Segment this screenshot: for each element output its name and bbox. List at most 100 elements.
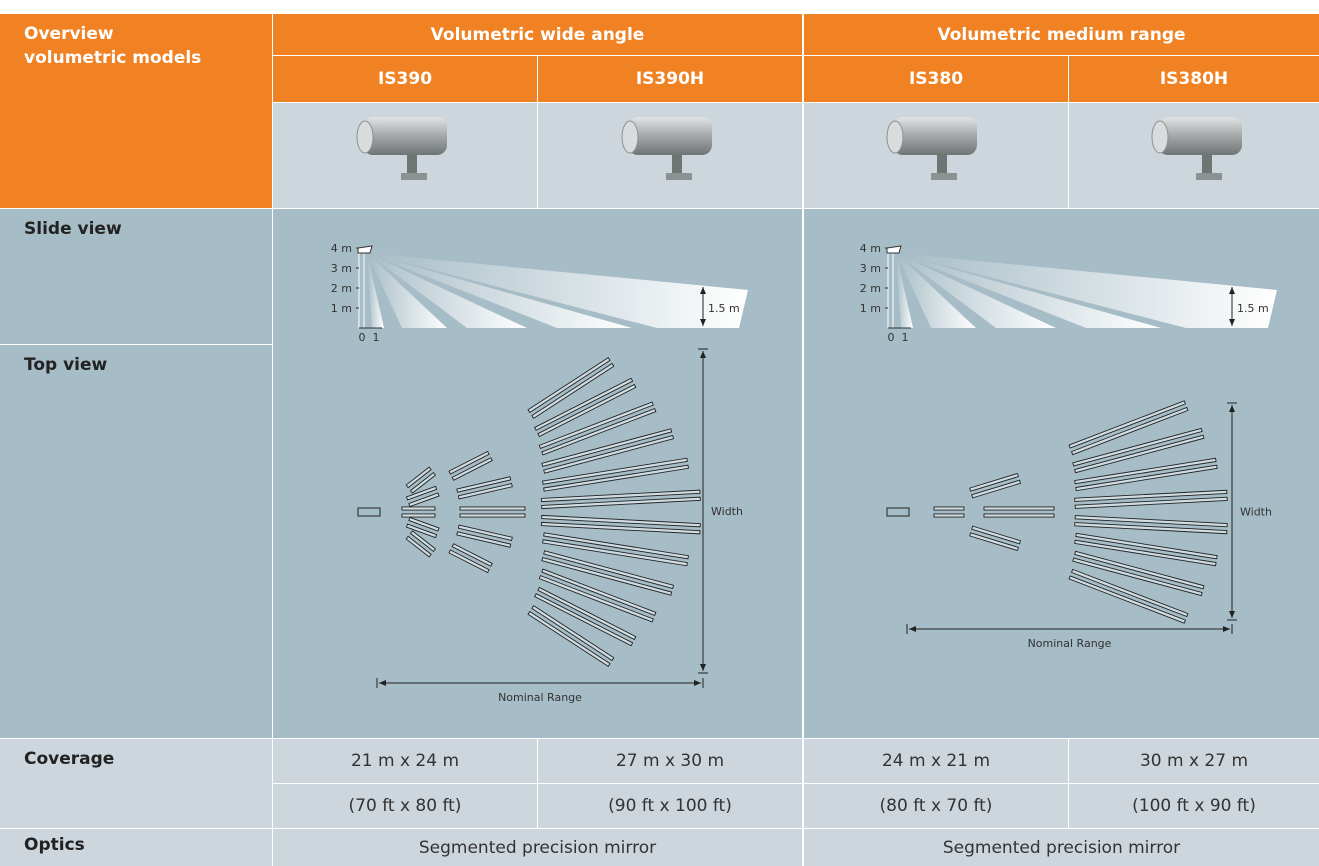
camera-image xyxy=(621,117,712,180)
height-label: 2 m xyxy=(331,282,352,295)
width-label: Width xyxy=(1240,506,1272,519)
pole xyxy=(358,251,365,329)
beam-wedge xyxy=(896,253,976,328)
camera-image xyxy=(1151,117,1242,180)
coverage-beam xyxy=(541,557,673,596)
height-label: 3 m xyxy=(331,262,352,275)
coverage-beam xyxy=(405,523,438,539)
coverage-imperial: (80 ft x 70 ft) xyxy=(804,784,1068,828)
coverage-beam xyxy=(933,506,965,511)
coverage-beam xyxy=(1074,550,1205,590)
coverage-beam xyxy=(1068,575,1186,624)
coverage-beam xyxy=(538,575,654,623)
camera-base xyxy=(401,173,427,180)
camera-image xyxy=(356,117,447,180)
coverage-beam xyxy=(456,531,512,548)
coverage-beam xyxy=(459,506,526,511)
target-height-label: 1.5 m xyxy=(708,302,740,315)
sensor xyxy=(886,507,910,517)
camera-mount xyxy=(1202,153,1212,175)
optics-value: Segmented precision mirror xyxy=(804,829,1319,866)
coverage-beam xyxy=(1074,496,1228,509)
coverage-beam xyxy=(538,401,654,449)
coverage-beam xyxy=(534,377,634,431)
model-header: IS380H xyxy=(1069,56,1319,102)
coverage-beam xyxy=(543,532,689,560)
coverage-beam xyxy=(969,472,1019,492)
range-label: Nominal Range xyxy=(498,691,582,704)
camera-lens xyxy=(621,120,639,154)
coverage-beam xyxy=(459,513,526,518)
coverage-beam xyxy=(1070,568,1189,618)
camera-mount xyxy=(672,153,682,175)
coverage-beam xyxy=(540,489,701,503)
coverage-beam xyxy=(457,524,513,541)
beam-wedge xyxy=(367,253,447,328)
coverage-imperial: (100 ft x 90 ft) xyxy=(1069,784,1319,828)
beam-wedge xyxy=(367,253,527,328)
sensor xyxy=(357,245,373,254)
coverage-beam xyxy=(542,457,688,485)
group-header: Volumetric medium range xyxy=(804,14,1319,55)
camera-mount xyxy=(937,153,947,175)
height-label: 1 m xyxy=(860,302,881,315)
coverage-beam xyxy=(971,479,1022,499)
coverage-beam xyxy=(448,549,490,574)
coverage-metric: 27 m x 30 m xyxy=(538,739,802,783)
camera-housing xyxy=(893,117,977,155)
range-label: Nominal Range xyxy=(1028,637,1112,650)
coverage-beam xyxy=(405,485,438,501)
coverage-beam xyxy=(527,357,611,414)
coverage-beam xyxy=(1074,489,1228,502)
group-header: Volumetric wide angle xyxy=(273,14,802,55)
sensor xyxy=(886,245,902,254)
coverage-imperial: (70 ft x 80 ft) xyxy=(273,784,537,828)
coverage-beam xyxy=(451,457,493,481)
coverage-imperial: (90 ft x 100 ft) xyxy=(538,784,802,828)
camera-lens xyxy=(1151,120,1169,154)
beam-wedge xyxy=(367,253,632,328)
coverage-beam xyxy=(457,483,513,500)
coverage-beam xyxy=(531,605,615,662)
coverage-beam xyxy=(1072,427,1203,467)
target-height-label: 1.5 m xyxy=(1237,302,1269,315)
row-label: Slide view xyxy=(0,209,272,344)
sensor xyxy=(357,507,381,517)
table-title: Overview volumetric models xyxy=(24,24,202,68)
row-label: Top view xyxy=(0,345,272,738)
coverage-metric: 21 m x 24 m xyxy=(273,739,537,783)
coverage-beam xyxy=(971,525,1022,545)
beam-wedge xyxy=(896,253,1056,328)
camera-lens xyxy=(886,120,904,154)
height-label: 3 m xyxy=(860,262,881,275)
coverage-beam xyxy=(534,593,634,647)
coverage-beam xyxy=(405,466,432,489)
pole xyxy=(887,251,894,329)
coverage-beam xyxy=(408,492,440,508)
camera-base xyxy=(666,173,692,180)
coverage-beam xyxy=(531,362,615,419)
coverage-metric: 30 m x 27 m xyxy=(1069,739,1319,783)
coverage-beam xyxy=(537,586,637,641)
coverage-beam xyxy=(540,521,701,535)
distance-label: 0 xyxy=(359,331,366,344)
coverage-beam xyxy=(1075,464,1218,492)
coverage-beam xyxy=(541,408,657,456)
coverage-beam xyxy=(1074,515,1228,528)
optics-value: Segmented precision mirror xyxy=(273,829,802,866)
beam-wedge xyxy=(896,253,1277,328)
coverage-beam xyxy=(541,428,673,467)
coverage-beam xyxy=(543,434,675,474)
distance-label: 1 xyxy=(902,331,909,344)
height-label: 4 m xyxy=(331,242,352,255)
width-label: Width xyxy=(711,505,743,518)
coverage-beam xyxy=(933,513,965,518)
coverage-beam xyxy=(541,568,657,616)
model-header: IS390H xyxy=(538,56,802,102)
coverage-beam xyxy=(1074,539,1217,567)
camera-base xyxy=(1196,173,1222,180)
camera-image xyxy=(886,117,977,180)
coverage-beam xyxy=(409,530,437,553)
